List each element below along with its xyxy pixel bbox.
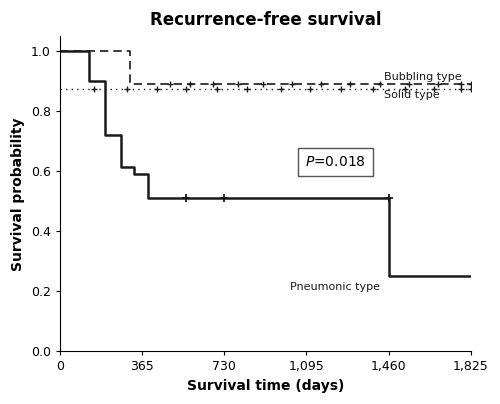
- Text: Solid type: Solid type: [384, 90, 440, 100]
- Title: Recurrence-free survival: Recurrence-free survival: [150, 11, 381, 29]
- Text: $\it{P}$=0.018: $\it{P}$=0.018: [305, 155, 366, 169]
- X-axis label: Survival time (days): Survival time (days): [186, 379, 344, 393]
- Text: Bubbling type: Bubbling type: [384, 72, 462, 82]
- Y-axis label: Survival probability: Survival probability: [11, 117, 25, 271]
- Text: Pneumonic type: Pneumonic type: [290, 282, 380, 292]
